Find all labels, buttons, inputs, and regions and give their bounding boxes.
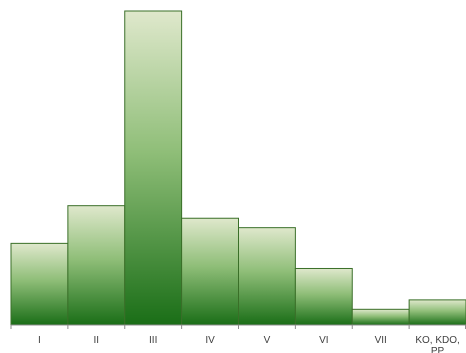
x-tick-label: VII (375, 335, 387, 346)
bar-4 (181, 217, 239, 326)
x-tick-label: VI (319, 335, 328, 346)
x-tick-labels-group: I II III IV V VI VII KO, KDO, PP (38, 335, 460, 353)
bar-5 (238, 227, 296, 326)
bars-group (10, 10, 466, 326)
bar-3 (124, 10, 183, 326)
x-tick-label: V (264, 335, 271, 346)
bar-6 (294, 267, 353, 326)
bar-7 (351, 308, 410, 326)
bar-8 (408, 299, 466, 326)
x-tick-label: KO, KDO, PP (415, 335, 459, 353)
x-tick-label: III (149, 335, 157, 346)
x-tick-label: I (38, 335, 41, 346)
bar-2 (67, 205, 126, 326)
bar-1 (10, 242, 69, 326)
x-ticks-group (10, 325, 466, 329)
x-tick-label: II (94, 335, 100, 346)
x-tick-label: IV (205, 335, 215, 346)
